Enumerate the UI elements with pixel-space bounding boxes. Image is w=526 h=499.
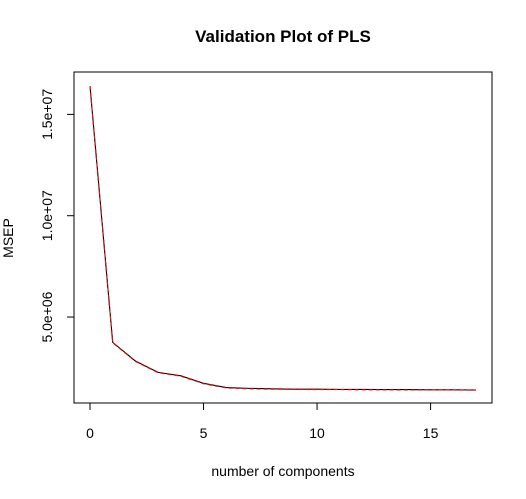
series-line-2 [89, 85, 477, 391]
y-tick-label: 1.0e+07 [39, 190, 55, 241]
x-tick-label: 0 [86, 425, 94, 441]
x-axis: 0 5 10 15 [86, 402, 439, 441]
x-axis-label: number of components [211, 463, 354, 479]
x-tick-label: 10 [309, 425, 325, 441]
y-tick-label: 5.0e+06 [39, 291, 55, 342]
chart-title: Validation Plot of PLS [195, 27, 371, 46]
x-tick-label: 5 [200, 425, 208, 441]
y-axis-label: MSEP [0, 218, 16, 258]
y-tick-label: 1.5e+07 [39, 89, 55, 140]
series-layer [89, 85, 477, 391]
x-tick-label: 15 [423, 425, 439, 441]
y-axis: 5.0e+06 1.0e+07 1.5e+07 [39, 89, 75, 343]
